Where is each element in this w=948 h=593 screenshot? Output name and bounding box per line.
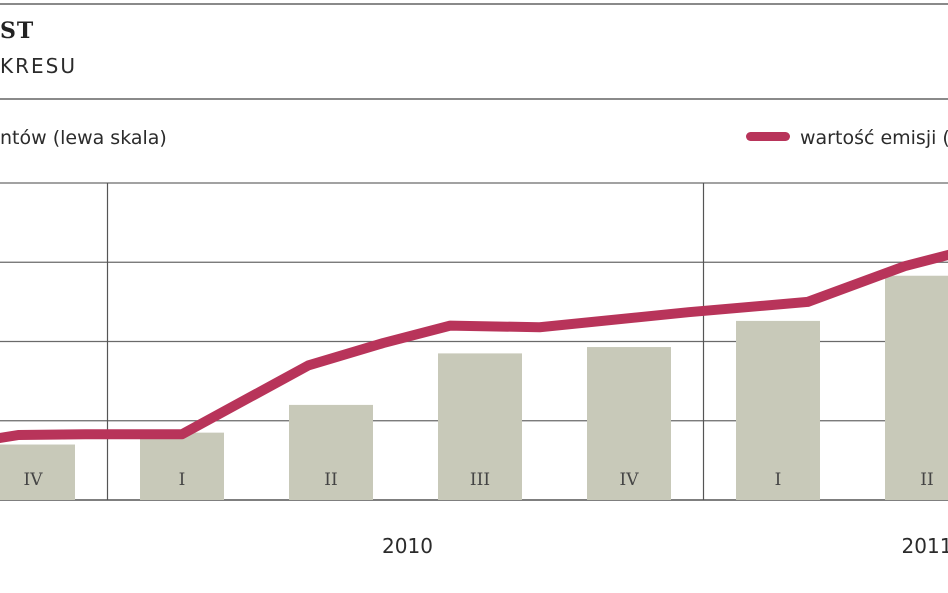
legend-bars: ntów (lewa skala): [0, 127, 167, 149]
legend-line-label: wartość emisji (: [800, 127, 948, 149]
series-line: [0, 249, 948, 443]
bar-0: [0, 444, 75, 500]
year-label-2010: 2010: [382, 534, 433, 558]
year-label-2011: 2011: [902, 534, 948, 558]
bar-label-3: III: [470, 470, 490, 490]
bar-label-1: I: [179, 470, 186, 490]
bar-2: [289, 404, 373, 500]
bar-3: [438, 353, 522, 500]
legend-line: wartość emisji (: [746, 127, 948, 149]
bar-label-0: IV: [24, 470, 44, 490]
bar-5: [736, 320, 820, 500]
chart-subtitle: KRESU: [0, 54, 77, 78]
legend-line-swatch: [746, 132, 790, 141]
bar-6: [885, 275, 948, 500]
top-rule: [0, 3, 948, 5]
bar-label-4: IV: [620, 470, 640, 490]
bar-1: [140, 432, 224, 500]
bar-label-5: I: [775, 470, 782, 490]
bar-label-2: II: [324, 470, 337, 490]
header-rule: [0, 98, 948, 100]
bar-4: [587, 347, 671, 500]
legend-bars-label: ntów (lewa skala): [0, 127, 167, 149]
bar-label-6: II: [920, 470, 933, 490]
chart-title: ST: [0, 18, 35, 44]
